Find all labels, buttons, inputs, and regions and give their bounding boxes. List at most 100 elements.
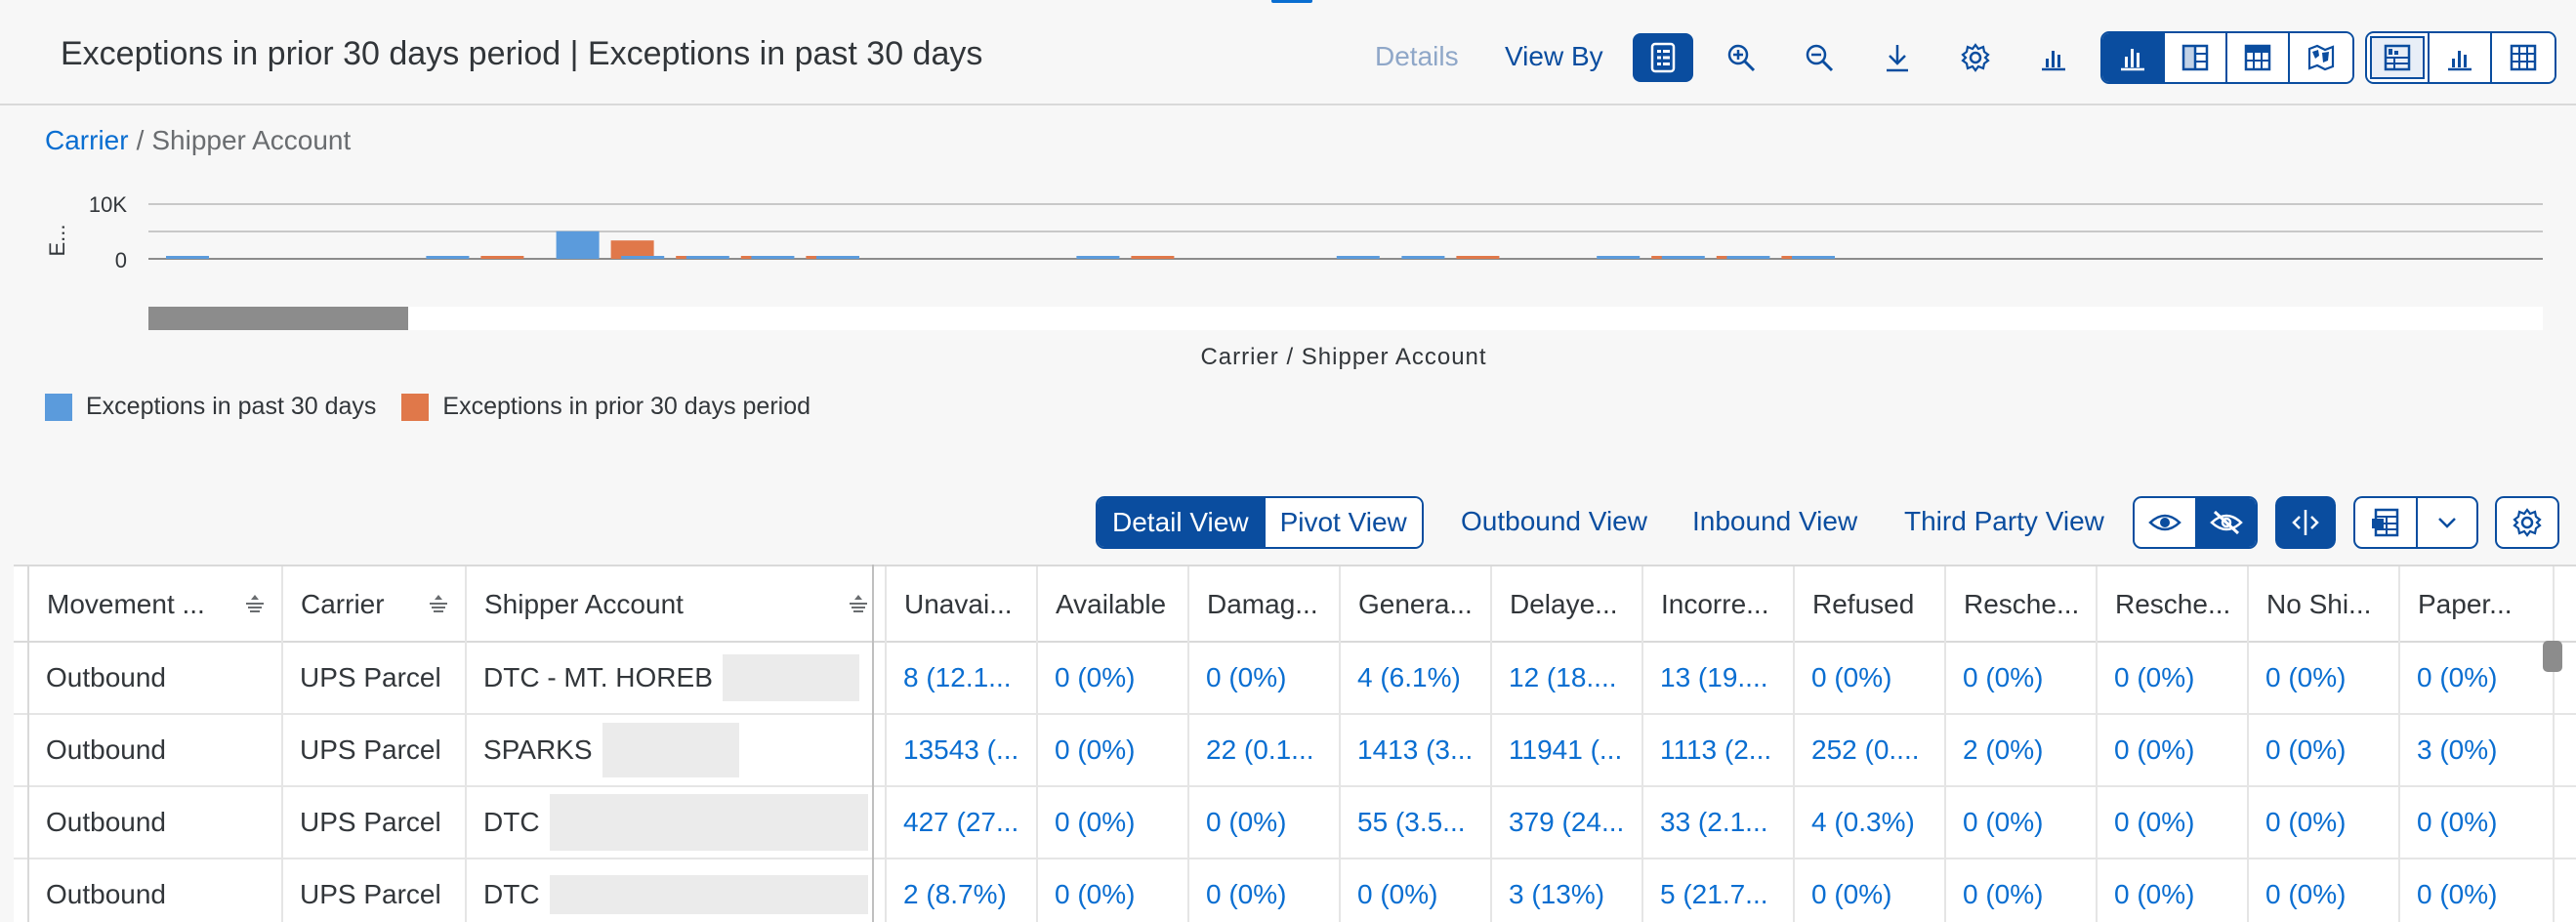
column-header-unavailable[interactable]: Unavai... bbox=[887, 566, 1038, 643]
cell-value-link[interactable]: 0 (0%) bbox=[2098, 715, 2249, 785]
bar-past-30-days[interactable] bbox=[426, 256, 470, 259]
bar-prior-30-days[interactable] bbox=[1456, 256, 1500, 259]
cell-value-link[interactable]: 55 (3.5... bbox=[1341, 787, 1492, 858]
cell-value-link[interactable]: 2 (0%) bbox=[1946, 715, 2098, 785]
bar-past-30-days[interactable] bbox=[816, 256, 859, 259]
bar-past-30-days[interactable] bbox=[751, 256, 795, 259]
cell-value-link[interactable]: 0 (0%) bbox=[2098, 643, 2249, 713]
detail-view-button[interactable]: Detail View bbox=[1098, 498, 1266, 547]
cell-value-link[interactable]: 4 (6.1%) bbox=[1341, 643, 1492, 713]
breadcrumb-carrier-link[interactable]: Carrier bbox=[45, 125, 129, 155]
zoom-in-button[interactable] bbox=[1711, 33, 1771, 82]
outbound-view-link[interactable]: Outbound View bbox=[1461, 506, 1647, 536]
zoom-out-button[interactable] bbox=[1789, 33, 1849, 82]
view-by-button[interactable]: View By bbox=[1505, 41, 1603, 71]
cell-value-link[interactable]: 33 (2.1... bbox=[1643, 787, 1795, 858]
column-header-paperwork[interactable]: Paper... bbox=[2400, 566, 2555, 643]
chart-scroll-thumb[interactable] bbox=[148, 307, 408, 330]
cell-value-link[interactable]: 0 (0%) bbox=[1795, 643, 1946, 713]
settings-button[interactable] bbox=[1945, 33, 2006, 82]
cell-value-link[interactable]: 3 (13%) bbox=[1492, 859, 1643, 922]
bar-past-30-days[interactable] bbox=[1597, 256, 1641, 259]
cell-value-link[interactable]: 0 (0%) bbox=[2098, 787, 2249, 858]
table-settings-button[interactable] bbox=[2495, 496, 2559, 549]
frozen-column-divider[interactable] bbox=[872, 565, 874, 922]
cell-value-link[interactable]: 0 (0%) bbox=[1038, 715, 1189, 785]
cell-value-link[interactable]: 0 (0%) bbox=[2249, 715, 2400, 785]
bar-past-30-days[interactable] bbox=[1076, 256, 1120, 259]
bar-prior-30-days[interactable] bbox=[1131, 256, 1175, 259]
cell-value-link[interactable]: 0 (0%) bbox=[2249, 787, 2400, 858]
column-header-refused[interactable]: Refused bbox=[1795, 566, 1946, 643]
bar-past-30-days[interactable] bbox=[166, 256, 209, 259]
split-view-button[interactable] bbox=[2275, 496, 2336, 549]
bar-past-30-days[interactable] bbox=[621, 256, 665, 259]
cell-value-link[interactable]: 0 (0%) bbox=[1341, 859, 1492, 922]
details-button[interactable]: Details bbox=[1375, 41, 1459, 71]
hide-button[interactable] bbox=[2195, 498, 2256, 547]
bar-past-30-days[interactable] bbox=[1336, 256, 1380, 259]
cell-value-link[interactable]: 2 (8.7%) bbox=[887, 859, 1038, 922]
chart-only-option[interactable] bbox=[2430, 33, 2492, 82]
table-row[interactable]: Outbound UPS Parcel SPARKS 13543 (... 0 … bbox=[14, 715, 2576, 787]
bar-past-30-days[interactable] bbox=[686, 256, 729, 259]
show-button[interactable] bbox=[2135, 498, 2195, 547]
bar-past-30-days[interactable] bbox=[556, 230, 600, 259]
cell-value-link[interactable]: 0 (0%) bbox=[2249, 859, 2400, 922]
column-header-rescheduled-1[interactable]: Resche... bbox=[1946, 566, 2098, 643]
cell-value-link[interactable]: 0 (0%) bbox=[1946, 643, 2098, 713]
third-party-view-link[interactable]: Third Party View bbox=[1904, 506, 2104, 536]
table-row[interactable]: Outbound UPS Parcel DTC 2 (8.7%) 0 (0%) … bbox=[14, 859, 2576, 922]
table-row[interactable]: Outbound UPS Parcel DTC - MT. HOREB 8 (1… bbox=[14, 643, 2576, 715]
cell-value-link[interactable]: 0 (0%) bbox=[1946, 787, 2098, 858]
column-header-shipper-account[interactable]: Shipper Account bbox=[467, 566, 887, 643]
cell-value-link[interactable]: 379 (24... bbox=[1492, 787, 1643, 858]
cell-value-link[interactable]: 4 (0.3%) bbox=[1795, 787, 1946, 858]
export-button[interactable] bbox=[2355, 498, 2416, 547]
cell-value-link[interactable]: 11941 (... bbox=[1492, 715, 1643, 785]
column-header-incorrect[interactable]: Incorre... bbox=[1643, 566, 1795, 643]
cell-value-link[interactable]: 0 (0%) bbox=[1189, 859, 1341, 922]
column-header-delayed[interactable]: Delaye... bbox=[1492, 566, 1643, 643]
cell-value-link[interactable]: 0 (0%) bbox=[2098, 859, 2249, 922]
column-chart-option[interactable] bbox=[2102, 33, 2165, 82]
table-columns-option[interactable] bbox=[2165, 33, 2227, 82]
column-header-general[interactable]: Genera... bbox=[1341, 566, 1492, 643]
cell-value-link[interactable]: 1413 (3... bbox=[1341, 715, 1492, 785]
bar-past-30-days[interactable] bbox=[1726, 256, 1770, 259]
cell-value-link[interactable]: 0 (0%) bbox=[1189, 787, 1341, 858]
cell-value-link[interactable]: 0 (0%) bbox=[2400, 643, 2555, 713]
table-vertical-scrollbar[interactable] bbox=[2541, 641, 2562, 922]
cell-value-link[interactable]: 0 (0%) bbox=[2400, 859, 2555, 922]
legend-item-past[interactable]: Exceptions in past 30 days bbox=[45, 393, 376, 421]
column-header-rescheduled-2[interactable]: Resche... bbox=[2098, 566, 2249, 643]
cell-value-link[interactable]: 8 (12.1... bbox=[887, 643, 1038, 713]
download-button[interactable] bbox=[1867, 33, 1928, 82]
cell-value-link[interactable]: 13 (19.... bbox=[1643, 643, 1795, 713]
map-option[interactable] bbox=[2290, 33, 2352, 82]
column-header-no-shipment[interactable]: No Shi... bbox=[2249, 566, 2400, 643]
cell-value-link[interactable]: 5 (21.7... bbox=[1643, 859, 1795, 922]
cell-value-link[interactable]: 0 (0%) bbox=[1038, 859, 1189, 922]
inbound-view-link[interactable]: Inbound View bbox=[1692, 506, 1858, 536]
chart-type-button[interactable] bbox=[2023, 33, 2084, 82]
bar-prior-30-days[interactable] bbox=[480, 256, 524, 259]
cell-value-link[interactable]: 0 (0%) bbox=[1946, 859, 2098, 922]
cell-value-link[interactable]: 1113 (2... bbox=[1643, 715, 1795, 785]
bar-past-30-days[interactable] bbox=[1401, 256, 1445, 259]
table-scroll-thumb[interactable] bbox=[2543, 641, 2562, 672]
bar-prior-30-days[interactable] bbox=[610, 240, 654, 259]
legend-item-prior[interactable]: Exceptions in prior 30 days period bbox=[401, 393, 810, 421]
column-header-damaged[interactable]: Damag... bbox=[1189, 566, 1341, 643]
cell-value-link[interactable]: 0 (0%) bbox=[1795, 859, 1946, 922]
cell-value-link[interactable]: 0 (0%) bbox=[2400, 787, 2555, 858]
chart-scroll-track[interactable] bbox=[148, 307, 2543, 330]
cell-value-link[interactable]: 0 (0%) bbox=[1189, 643, 1341, 713]
chart-and-table-option[interactable] bbox=[2367, 33, 2430, 82]
column-header-movement[interactable]: Movement ... bbox=[29, 566, 283, 643]
cell-value-link[interactable]: 252 (0.... bbox=[1795, 715, 1946, 785]
cell-value-link[interactable]: 0 (0%) bbox=[1038, 787, 1189, 858]
cell-value-link[interactable]: 0 (0%) bbox=[1038, 643, 1189, 713]
column-header-carrier[interactable]: Carrier bbox=[283, 566, 467, 643]
legend-toggle-button[interactable] bbox=[1633, 33, 1693, 82]
